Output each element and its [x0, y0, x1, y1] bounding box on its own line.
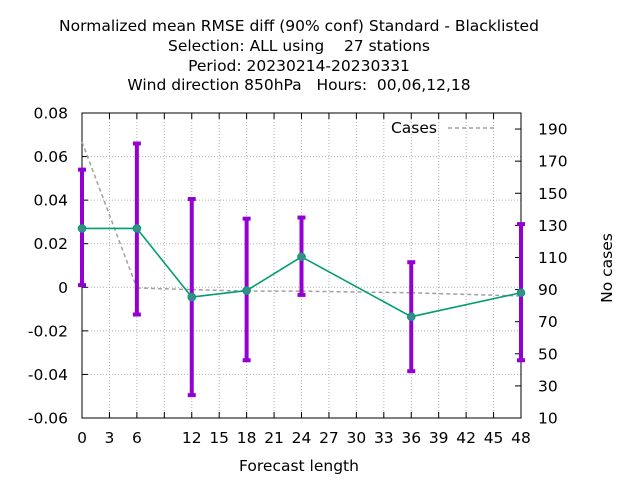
y-tick-label: 0.02: [33, 235, 68, 253]
diff-line-segment: [136, 227, 193, 298]
data-point: [516, 288, 526, 298]
x-tick-label: 30: [347, 429, 367, 447]
x-tick-label: 21: [264, 429, 284, 447]
y2-tick-label: 10: [538, 410, 558, 428]
data-point: [242, 286, 251, 295]
x-tick-label: 48: [511, 429, 531, 447]
y-tick-label: -0.06: [28, 410, 68, 428]
x-tick-label: 3: [105, 429, 115, 447]
x-tick-label: 12: [182, 429, 202, 447]
y2-axis-label: No cases: [598, 233, 616, 303]
x-tick-label: 45: [484, 429, 504, 447]
data-point: [297, 252, 306, 262]
cases-line-segment: [301, 290, 412, 294]
y2-tick-label: 130: [538, 217, 568, 235]
data-point: [77, 224, 87, 233]
chart-title-line-4: Wind direction 850hPa Hours: 00,06,12,18: [127, 76, 471, 94]
error-bars: [78, 141, 525, 398]
y2-tick-label: 90: [538, 281, 558, 299]
diff-series: [77, 224, 526, 321]
x-tick-label: 42: [456, 429, 476, 447]
legend: Cases: [391, 119, 496, 137]
chart-title-line-2: Selection: ALL using 27 stations: [167, 37, 431, 55]
y2-tick-label: 70: [538, 313, 558, 331]
cases-line-segment: [136, 287, 192, 291]
y-axis-ticks: -0.06 -0.04 -0.02 0 0.02 0.04 0.06 0.08: [28, 105, 88, 428]
diff-line-segment: [301, 256, 412, 318]
x-tick-label: 24: [292, 429, 312, 447]
data-point: [187, 292, 197, 302]
x-axis-ticks: 0 3 6 12 15 18 21 24 27 30 33 36 39 42 45 48: [77, 113, 531, 447]
data-point: [406, 312, 416, 321]
y-tick-label: 0.08: [33, 105, 68, 123]
y-tick-label: 0.04: [33, 192, 68, 210]
x-tick-label: 6: [132, 429, 142, 447]
y2-tick-label: 150: [538, 185, 568, 203]
chart-title-line-1: Normalized mean RMSE diff (90% conf) Sta…: [59, 17, 539, 35]
x-tick-label: 27: [319, 429, 339, 447]
diff-line-segment: [246, 256, 302, 292]
x-tick-label: 18: [237, 429, 257, 447]
cases-line-segment: [411, 292, 522, 297]
y2-tick-label: 30: [538, 377, 558, 395]
y-tick-label: 0: [58, 279, 68, 297]
y2-tick-label: 50: [538, 345, 558, 363]
y-tick-label: -0.04: [28, 366, 68, 384]
x-tick-label: 33: [374, 429, 394, 447]
legend-cases-label: Cases: [391, 119, 437, 137]
y-tick-label: -0.02: [28, 322, 68, 340]
x-tick-label: 36: [401, 429, 421, 447]
x-axis-label: Forecast length: [239, 457, 359, 475]
y2-tick-label: 170: [538, 153, 568, 171]
diff-line-segment: [411, 291, 522, 318]
y-tick-label: 0.06: [33, 148, 68, 166]
data-point: [132, 224, 142, 233]
y2-tick-label: 190: [538, 121, 568, 139]
diff-line-segment: [191, 289, 247, 298]
chart-title-line-3: Period: 20230214-20230331: [188, 57, 410, 75]
x-tick-label: 15: [209, 429, 229, 447]
x-tick-label: 39: [429, 429, 449, 447]
cases-line-segment: [81, 141, 138, 289]
x-tick-label: 0: [77, 429, 87, 447]
y2-tick-label: 110: [538, 249, 568, 267]
y2-axis-ticks: 10 30 50 70 90 110 130 150 170 190: [515, 121, 568, 428]
